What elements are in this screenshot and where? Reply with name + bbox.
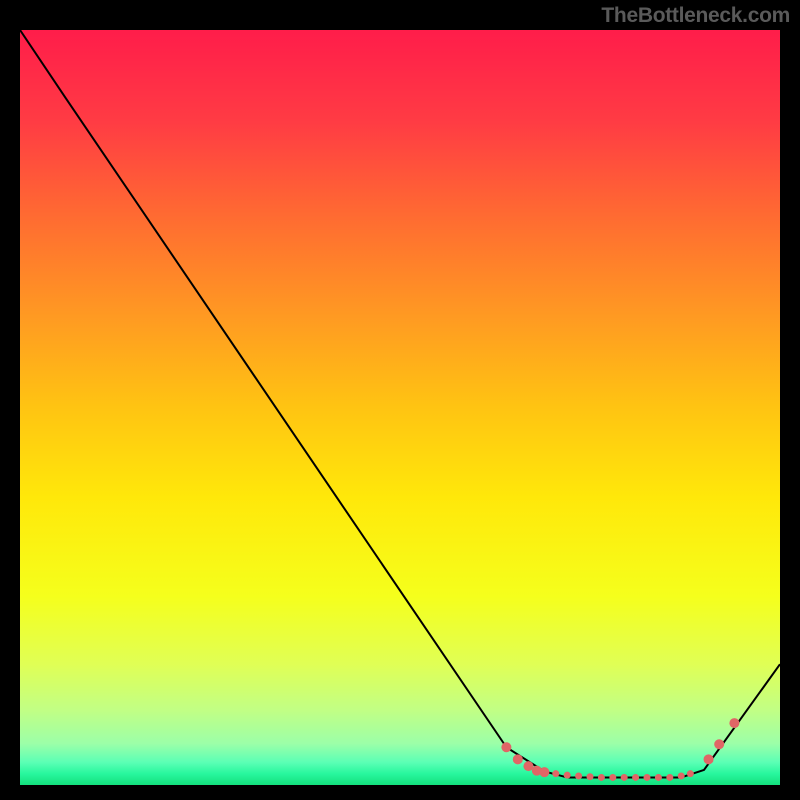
data-marker: [714, 739, 724, 749]
data-marker: [501, 742, 511, 752]
data-marker: [552, 770, 559, 777]
data-marker: [609, 774, 616, 781]
data-marker: [564, 772, 571, 779]
data-marker: [621, 774, 628, 781]
data-marker: [598, 774, 605, 781]
chart-container: TheBottleneck.com: [0, 0, 800, 800]
data-marker: [704, 754, 714, 764]
data-marker: [539, 767, 549, 777]
plot-area: [20, 30, 780, 785]
data-marker: [575, 772, 582, 779]
data-marker: [729, 718, 739, 728]
chart-background: [20, 30, 780, 785]
watermark-text: TheBottleneck.com: [601, 4, 790, 28]
data-marker: [644, 774, 651, 781]
data-marker: [513, 754, 523, 764]
data-marker: [655, 774, 662, 781]
data-marker: [678, 772, 685, 779]
data-marker: [687, 770, 694, 777]
plot-svg: [20, 30, 780, 785]
data-marker: [666, 774, 673, 781]
data-marker: [632, 774, 639, 781]
data-marker: [587, 773, 594, 780]
